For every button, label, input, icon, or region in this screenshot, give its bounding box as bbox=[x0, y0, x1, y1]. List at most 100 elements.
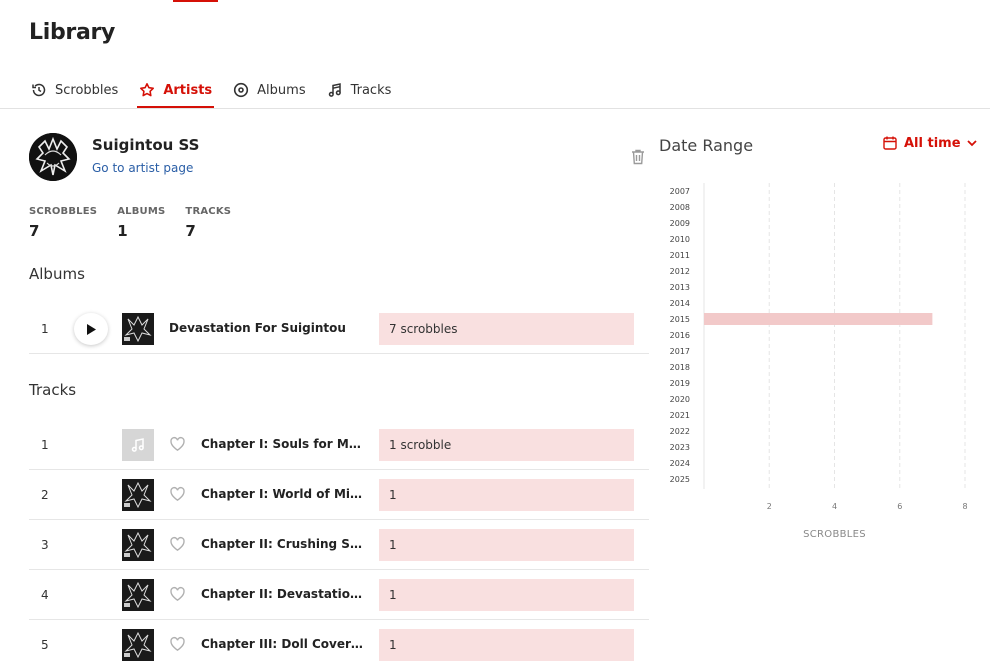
heart-icon[interactable] bbox=[169, 536, 186, 552]
date-range-chart: 2007 2008 2009 2010 2011 2012 2013 2014 2015 2016… bbox=[670, 183, 968, 540]
tab-label: Tracks bbox=[350, 82, 392, 98]
library-tabs: Scrobbles Artists Albums Tracks bbox=[29, 72, 410, 108]
tab-albums[interactable]: Albums bbox=[231, 72, 307, 108]
artist-avatar bbox=[29, 133, 77, 181]
track-title[interactable]: Chapter I: Souls for Mega... bbox=[201, 437, 364, 451]
chart-y-tick-label: 2009 bbox=[670, 219, 690, 228]
track-row: 4 Chapter II: Devastation f... 1 bbox=[29, 570, 649, 620]
music-note-icon bbox=[328, 83, 341, 97]
chart-y-tick-label: 2024 bbox=[670, 459, 690, 468]
row-index: 5 bbox=[41, 638, 49, 652]
chart-y-tick-label: 2010 bbox=[670, 235, 690, 244]
artist-stats: SCROBBLES 7 ALBUMS 1 TRACKS 7 bbox=[29, 206, 251, 240]
album-cover[interactable] bbox=[122, 313, 154, 345]
tab-scrobbles[interactable]: Scrobbles bbox=[29, 72, 120, 108]
chart-y-tick-label: 2015 bbox=[670, 315, 690, 324]
chart-y-tick-label: 2007 bbox=[670, 187, 690, 196]
heart-icon[interactable] bbox=[169, 436, 186, 452]
chart-y-tick-label: 2019 bbox=[670, 379, 690, 388]
stat-tracks: TRACKS 7 bbox=[185, 206, 231, 240]
track-cover[interactable] bbox=[122, 429, 154, 461]
chart-y-tick-label: 2014 bbox=[670, 299, 690, 308]
chart-y-tick-label: 2008 bbox=[670, 203, 690, 212]
heart-icon[interactable] bbox=[169, 486, 186, 502]
album-row: 1 Devastation For Suigintou 7 scrobbles bbox=[29, 304, 649, 354]
scrobble-bar: 1 bbox=[379, 629, 634, 661]
top-active-indicator bbox=[173, 0, 218, 2]
track-cover[interactable] bbox=[122, 479, 154, 511]
stat-value: 1 bbox=[117, 222, 128, 240]
play-button[interactable] bbox=[74, 313, 108, 345]
tabs-divider bbox=[0, 108, 990, 109]
track-cover[interactable] bbox=[122, 529, 154, 561]
track-row: 1 Chapter I: Souls for Mega... 1 scrobble bbox=[29, 420, 649, 470]
scrobble-bar: 1 scrobble bbox=[379, 429, 634, 461]
disc-icon bbox=[234, 82, 249, 98]
chart-bar bbox=[704, 313, 933, 325]
stat-label: SCROBBLES bbox=[29, 206, 98, 217]
stat-scrobbles: SCROBBLES 7 bbox=[29, 206, 97, 240]
play-icon bbox=[87, 323, 96, 335]
chart-y-tick-label: 2023 bbox=[670, 443, 690, 452]
tab-label: Scrobbles bbox=[55, 82, 119, 98]
row-index: 1 bbox=[41, 438, 49, 452]
scrobble-bar: 7 scrobbles bbox=[379, 313, 634, 345]
chart-y-tick-label: 2021 bbox=[670, 411, 690, 420]
date-range-title: Date Range bbox=[659, 136, 754, 155]
artist-page-link[interactable]: Go to artist page bbox=[92, 161, 194, 175]
stat-value: 7 bbox=[29, 222, 40, 240]
scrobble-bar: 1 bbox=[379, 529, 634, 561]
tracks-section-title: Tracks bbox=[29, 381, 77, 399]
row-index: 4 bbox=[41, 588, 49, 602]
scrobble-bar: 1 bbox=[379, 479, 634, 511]
track-title[interactable]: Chapter II: Devastation f... bbox=[201, 587, 364, 601]
track-row: 5 Chapter III: Doll Covered... 1 bbox=[29, 620, 649, 665]
heart-icon[interactable] bbox=[169, 586, 186, 602]
page-title: Library bbox=[29, 20, 116, 45]
track-title[interactable]: Chapter I: World of Mirrors bbox=[201, 487, 364, 501]
chart-y-tick-label: 2018 bbox=[670, 363, 690, 372]
chart-x-tick-label: 6 bbox=[897, 502, 902, 511]
scrobble-bar: 1 bbox=[379, 579, 634, 611]
chart-y-tick-label: 2022 bbox=[670, 427, 690, 436]
heart-icon[interactable] bbox=[169, 636, 186, 652]
chart-y-tick-label: 2020 bbox=[670, 395, 690, 404]
tab-artists[interactable]: Artists bbox=[137, 72, 215, 108]
star-icon bbox=[140, 83, 155, 97]
date-range-value: All time bbox=[904, 135, 961, 151]
row-index: 1 bbox=[41, 322, 49, 336]
track-title[interactable]: Chapter III: Doll Covered... bbox=[201, 637, 364, 651]
albums-section-title: Albums bbox=[29, 265, 85, 283]
chart-x-tick-label: 2 bbox=[767, 502, 772, 511]
music-note-icon bbox=[131, 438, 144, 452]
chart-x-tick-label: 4 bbox=[832, 502, 837, 511]
track-title[interactable]: Chapter II: Crushing Shi... bbox=[201, 537, 364, 551]
stat-albums: ALBUMS 1 bbox=[117, 206, 165, 240]
stat-label: TRACKS bbox=[185, 206, 232, 217]
tab-tracks[interactable]: Tracks bbox=[325, 72, 394, 108]
stat-label: ALBUMS bbox=[117, 206, 166, 217]
history-icon bbox=[32, 83, 46, 97]
track-cover[interactable] bbox=[122, 629, 154, 661]
chevron-down-icon bbox=[966, 140, 977, 147]
stat-value: 7 bbox=[185, 222, 196, 240]
chart-x-axis-label: SCROBBLES bbox=[803, 529, 866, 540]
chart-y-tick-label: 2012 bbox=[670, 267, 690, 276]
tab-label: Artists bbox=[163, 82, 213, 98]
trash-icon[interactable] bbox=[630, 148, 646, 166]
date-range-select[interactable]: All time bbox=[882, 135, 977, 151]
chart-y-tick-label: 2017 bbox=[670, 347, 690, 356]
chart-y-tick-label: 2025 bbox=[670, 475, 690, 484]
calendar-icon bbox=[883, 136, 897, 150]
tab-label: Albums bbox=[257, 82, 306, 98]
track-row: 3 Chapter II: Crushing Shi... 1 bbox=[29, 520, 649, 570]
chart-y-tick-label: 2016 bbox=[670, 331, 690, 340]
chart-x-tick-label: 8 bbox=[962, 502, 967, 511]
row-index: 2 bbox=[41, 488, 49, 502]
track-row: 2 Chapter I: World of Mirrors 1 bbox=[29, 470, 649, 520]
row-index: 3 bbox=[41, 538, 49, 552]
track-cover[interactable] bbox=[122, 579, 154, 611]
album-title[interactable]: Devastation For Suigintou bbox=[169, 321, 346, 335]
chart-y-tick-label: 2011 bbox=[670, 251, 690, 260]
chart-y-tick-label: 2013 bbox=[670, 283, 690, 292]
